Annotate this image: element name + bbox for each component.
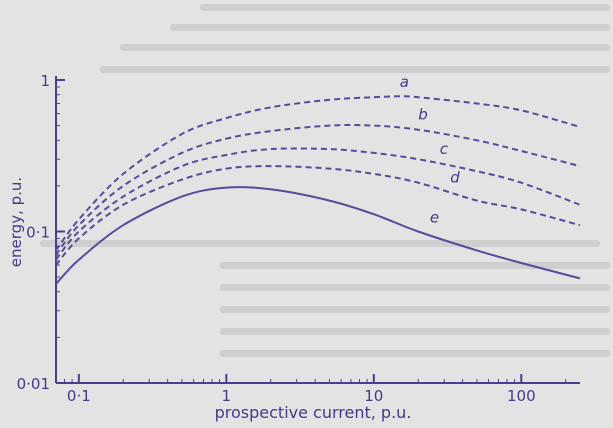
labels: energy, p.u. prospective current, p.u. <box>7 177 411 422</box>
curve-a <box>55 95 581 251</box>
curve-label-e: e <box>430 208 439 226</box>
axes: 0·01 0·1 1 0·1 1 10 100 <box>17 72 580 405</box>
curve-d <box>55 165 581 266</box>
curve-e <box>55 185 581 285</box>
curve-label-b: b <box>418 105 428 123</box>
x-axis-label: prospective current, p.u. <box>215 403 412 422</box>
curve-label-c: c <box>440 140 449 158</box>
x-tick-label: 10 <box>364 387 383 405</box>
x-tick-label: 1 <box>222 387 232 405</box>
curve-label-a: a <box>400 73 409 91</box>
curve-c <box>55 147 581 261</box>
y-tick-label: 0·01 <box>17 375 50 393</box>
y-axis-label: energy, p.u. <box>7 177 25 267</box>
x-tick-label: 100 <box>507 387 536 405</box>
curve-b <box>55 124 581 256</box>
curve-label-d: d <box>450 169 460 187</box>
x-tick-label: 0·1 <box>67 387 91 405</box>
y-tick-label: 1 <box>40 72 50 90</box>
y-tick-label: 0·1 <box>26 224 50 242</box>
